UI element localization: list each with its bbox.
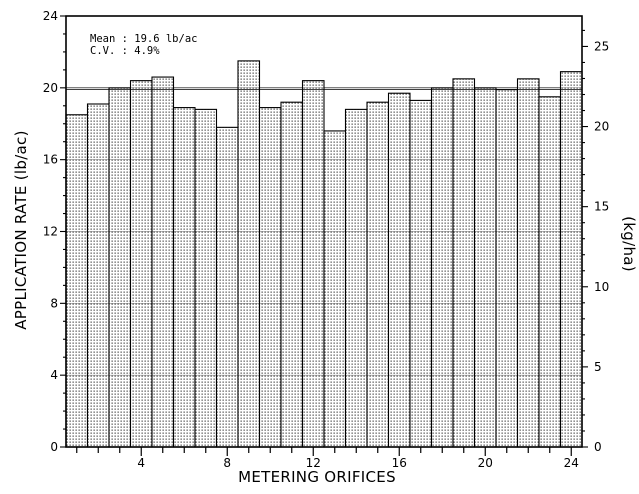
y-tick-label-0: 0 bbox=[50, 440, 58, 454]
x-tick-label-12: 12 bbox=[306, 456, 321, 470]
y2-tick-label-15: 15 bbox=[594, 200, 609, 214]
y-tick-label-4: 4 bbox=[50, 368, 58, 382]
x-tick-label-20: 20 bbox=[478, 456, 493, 470]
bar-orifice-1 bbox=[65, 114, 89, 448]
bar-orifice-10 bbox=[258, 107, 282, 448]
y-tick-label-16: 16 bbox=[43, 153, 58, 167]
bar-orifice-9 bbox=[237, 60, 261, 448]
bar-orifice-2 bbox=[86, 103, 110, 448]
bar-orifice-17 bbox=[409, 99, 433, 448]
bar-orifice-7 bbox=[194, 108, 218, 448]
y-tick-label-24: 24 bbox=[43, 9, 58, 23]
bar-orifice-8 bbox=[215, 126, 239, 448]
y2-tick-label-20: 20 bbox=[594, 120, 609, 134]
x-tick-label-16: 16 bbox=[392, 456, 407, 470]
y-axis-title: APPLICATION RATE (lb/ac) bbox=[12, 130, 30, 330]
x-axis-title: METERING ORIFICES bbox=[238, 468, 396, 486]
bar-orifice-16 bbox=[387, 92, 411, 448]
y2-tick-label-25: 25 bbox=[594, 39, 609, 53]
bar-orifice-5 bbox=[151, 76, 175, 448]
annotation-mean: Mean : 19.6 lb/ac bbox=[90, 33, 197, 45]
y2-axis-title: (kg/ha) bbox=[620, 216, 638, 272]
y-tick-label-12: 12 bbox=[43, 225, 58, 239]
bar-orifice-3 bbox=[108, 87, 132, 448]
bar-orifice-15 bbox=[366, 101, 390, 448]
bar-orifice-6 bbox=[172, 107, 196, 448]
bar-orifice-22 bbox=[516, 78, 540, 448]
bar-orifice-4 bbox=[129, 80, 153, 448]
y-tick-label-20: 20 bbox=[43, 81, 58, 95]
bar-orifice-18 bbox=[430, 87, 454, 448]
annotation-cv: C.V. : 4.9% bbox=[90, 45, 160, 57]
x-tick-label-8: 8 bbox=[223, 456, 231, 470]
bars bbox=[65, 60, 583, 448]
bar-orifice-11 bbox=[280, 101, 304, 448]
bar-orifice-20 bbox=[473, 87, 497, 448]
y2-tick-label-0: 0 bbox=[594, 440, 602, 454]
bar-orifice-14 bbox=[344, 108, 368, 448]
axes: 4 8 12 16 20 24 0 4 8 12 16 20 24 0 5 10 15 20 25 bbox=[43, 9, 610, 470]
y-tick-label-8: 8 bbox=[50, 296, 58, 310]
bar-orifice-12 bbox=[301, 80, 325, 448]
bar-orifice-13 bbox=[323, 130, 347, 448]
bar-orifice-24 bbox=[559, 71, 583, 448]
x-tick-label-4: 4 bbox=[137, 456, 145, 470]
bar-orifice-19 bbox=[452, 78, 476, 448]
y2-tick-label-10: 10 bbox=[594, 280, 609, 294]
bar-orifice-21 bbox=[495, 89, 519, 448]
x-tick-label-24: 24 bbox=[564, 456, 579, 470]
bar-orifice-23 bbox=[538, 96, 562, 448]
y2-tick-label-5: 5 bbox=[594, 360, 602, 374]
